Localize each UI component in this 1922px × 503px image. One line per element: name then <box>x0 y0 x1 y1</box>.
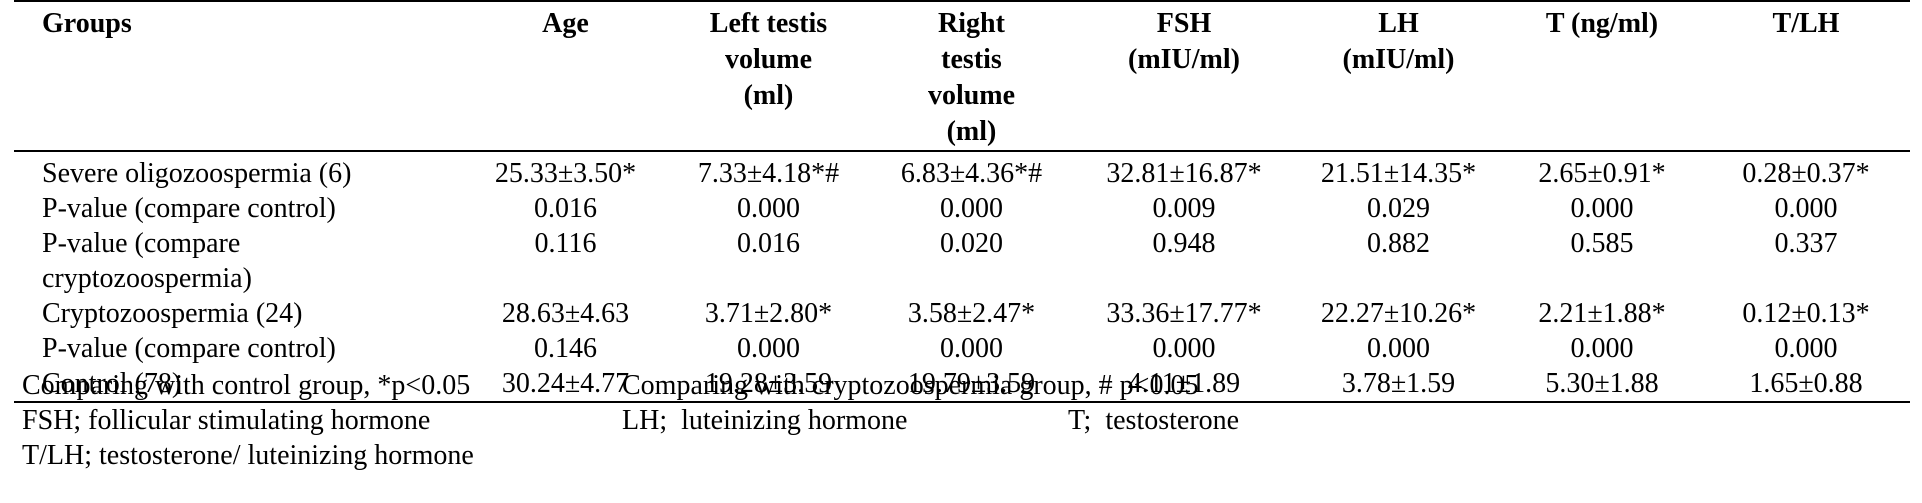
left-testis-cell: 0.000 <box>737 333 800 364</box>
header-right-testis-volume: Right testis volume (ml) <box>927 8 1016 147</box>
lh-cell: 0.882 <box>1367 228 1430 259</box>
age-cell: 0.146 <box>534 333 597 364</box>
fsh-cell: 0.000 <box>1152 333 1216 364</box>
footnote-fsh: FSH; follicular stimulating hormone <box>22 405 431 436</box>
fsh-cell: 0.948 <box>1152 228 1216 259</box>
header-left-testis-volume: Left testis volume (ml) <box>709 8 828 111</box>
header-age: Age <box>542 8 589 39</box>
header-groups: Groups <box>42 8 132 39</box>
lh-cell: 3.78±1.59 <box>1341 368 1456 399</box>
t-cell: 0.000 <box>1570 333 1634 364</box>
header-fsh: FSH (mIU/ml) <box>1128 8 1240 75</box>
lh-cell: 0.029 <box>1367 193 1430 224</box>
table-row: P-value (compare control) 0.016 0.000 0.… <box>14 191 1910 226</box>
table-row: P-value (compare control) 0.146 0.000 0.… <box>14 331 1910 366</box>
lh-cell: 21.51±14.35* <box>1320 158 1477 189</box>
fsh-cell: 0.009 <box>1152 193 1216 224</box>
header-t: T (ng/ml) <box>1545 8 1659 39</box>
lh-cell: 0.000 <box>1367 333 1430 364</box>
group-cell: P-value (compare control) <box>42 333 336 364</box>
right-testis-cell: 0.020 <box>940 228 1003 259</box>
t-lh-cell: 0.28±0.37* <box>1742 158 1870 189</box>
t-cell: 5.30±1.88 <box>1545 368 1659 399</box>
left-testis-cell: 19.28±3.59 <box>704 368 833 399</box>
age-cell: 0.016 <box>534 193 597 224</box>
t-lh-cell: 1.65±0.88 <box>1749 368 1863 399</box>
header-lh: LH (mIU/ml) <box>1342 8 1455 75</box>
group-cell: P-value (compare control) <box>42 193 336 224</box>
footnote-row-tlh: T/LH; testosterone/ luteinizing hormone <box>22 438 1239 473</box>
t-lh-cell: 0.337 <box>1774 228 1838 259</box>
right-testis-cell: 6.83±4.36*# <box>900 158 1043 189</box>
left-testis-cell: 0.000 <box>737 193 800 224</box>
left-testis-cell: 7.33±4.18*# <box>697 158 840 189</box>
left-testis-cell: 3.71±2.80* <box>704 298 833 329</box>
right-testis-cell: 0.000 <box>940 333 1003 364</box>
right-testis-cell: 0.000 <box>940 193 1003 224</box>
group-cell: Control (78) <box>42 368 182 399</box>
footnote-t: T; testosterone <box>1068 405 1240 436</box>
t-lh-cell: 0.12±0.13* <box>1742 298 1870 329</box>
right-testis-cell: 19.79±3.59 <box>907 368 1036 399</box>
group-cell: Cryptozoospermia (24) <box>42 298 303 329</box>
fsh-cell: 4.11±1.89 <box>1127 368 1241 399</box>
table-row: Severe oligozoospermia (6) 25.33±3.50* 7… <box>14 151 1910 191</box>
footnote-cryptozoospermia: Comparing with cryptozoospermia group, #… <box>622 370 1199 401</box>
table-row: P-value (compare cryptozoospermia) 0.116… <box>14 226 1910 296</box>
table-row: Cryptozoospermia (24) 28.63±4.63 3.71±2.… <box>14 296 1910 331</box>
fsh-cell: 33.36±17.77* <box>1106 298 1262 329</box>
footnote-lh: LH; luteinizing hormone <box>622 405 908 436</box>
footnote-control: Comparing with control group, *p<0.05 <box>22 370 471 401</box>
left-testis-cell: 0.016 <box>737 228 800 259</box>
fsh-cell: 32.81±16.87* <box>1106 158 1262 189</box>
lh-cell: 22.27±10.26* <box>1320 298 1477 329</box>
footnote-t-lh: T/LH; testosterone/ luteinizing hormone <box>22 440 474 471</box>
t-cell: 0.000 <box>1570 193 1634 224</box>
header-t-lh: T/LH <box>1772 8 1840 39</box>
age-cell: 25.33±3.50* <box>494 158 637 189</box>
t-lh-cell: 0.000 <box>1774 193 1838 224</box>
right-testis-cell: 3.58±2.47* <box>907 298 1036 329</box>
group-cell: Severe oligozoospermia (6) <box>42 158 352 189</box>
t-lh-cell: 0.000 <box>1774 333 1838 364</box>
table-header-row: Groups Age Left testis volume (ml) Right… <box>14 1 1910 151</box>
footnote-row-significance: Comparing with control group, *p<0.05 Com… <box>22 368 1239 403</box>
table-row: Control (78) 30.24±4.77 19.28±3.59 19.79… <box>14 366 1910 402</box>
age-cell: 0.116 <box>534 228 597 259</box>
group-cell: P-value (compare cryptozoospermia) <box>42 228 252 294</box>
age-cell: 30.24±4.77 <box>501 368 630 399</box>
footnote-row-abbreviations: FSH; follicular stimulating hormone LH; l… <box>22 403 1239 438</box>
age-cell: 28.63±4.63 <box>501 298 630 329</box>
t-cell: 2.21±1.88* <box>1538 298 1666 329</box>
t-cell: 0.585 <box>1570 228 1634 259</box>
results-table: Groups Age Left testis volume (ml) Right… <box>14 0 1910 403</box>
t-cell: 2.65±0.91* <box>1538 158 1666 189</box>
footnotes: Comparing with control group, *p<0.05 Com… <box>22 368 1239 473</box>
